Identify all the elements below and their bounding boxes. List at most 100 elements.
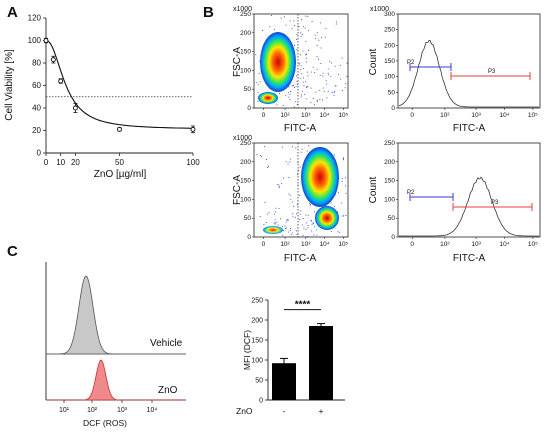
dot-plot-1-event — [330, 75, 332, 77]
histogram-1-x-tick-label: 10² — [440, 112, 450, 119]
histogram-2-x-tick-label: 10² — [440, 241, 450, 248]
overlay-x-label: DCF (ROS) — [83, 418, 127, 428]
dot-plot-2-event — [342, 158, 344, 160]
histogram-1-x-tick-label: 0 — [410, 112, 414, 119]
dot-plot-2-event — [274, 222, 276, 224]
dot-plot-1-event — [305, 57, 307, 59]
dot-plot-1-event — [331, 92, 333, 93]
dot-plot-2-debris-population — [263, 226, 283, 234]
dot-plot-2-event — [288, 193, 290, 195]
overlay-x-tick-label: 10⁴ — [147, 407, 158, 414]
dot-plot-1-y-ticks: 0 50 100 150 200 250 — [240, 11, 254, 112]
dot-plot-1-event — [333, 94, 335, 96]
dot-plot-1-event — [315, 91, 317, 93]
dot-plot-1-event — [296, 75, 297, 77]
dot-plot-2-event — [288, 177, 290, 178]
dot-plot-1-y-tick-label: 200 — [240, 30, 251, 37]
panel-a-data-point — [50, 57, 56, 63]
dot-plot-2-event — [306, 236, 308, 237]
dot-plot-1-event — [257, 92, 259, 94]
panel-a-data-point — [190, 126, 196, 132]
dot-plot-1-event — [300, 32, 302, 34]
dot-plot-1-x-tick-label: 10⁴ — [319, 112, 329, 119]
dot-plot-2-event — [264, 146, 265, 148]
histogram-vehicle: x1000 P2 P3 0 50 100 150 200 250 300 0 10² 10³ 10… — [368, 6, 541, 134]
panel-a-data-points — [43, 37, 196, 134]
dot-plot-2-event — [261, 156, 262, 158]
histogram-1-y-label: Count — [368, 48, 379, 75]
dot-plot-1-event — [307, 16, 309, 17]
dot-plot-2-event — [312, 222, 314, 224]
zno-label: ZnO — [158, 385, 178, 396]
dot-plot-1-event — [324, 36, 326, 38]
dot-plot-1-event — [302, 50, 304, 52]
dot-plot-2-event — [309, 202, 310, 204]
dot-plot-1-event — [288, 92, 290, 94]
dot-plot-1-event — [305, 40, 307, 42]
dot-plot-1-event — [300, 77, 302, 79]
dot-plot-2-event — [314, 226, 316, 228]
dot-plot-1-y-tick-label: 50 — [244, 86, 252, 93]
dot-plot-2-event — [300, 210, 302, 212]
dot-plot-2-y-tick-label: 250 — [240, 140, 251, 147]
dot-plot-1-event — [295, 85, 297, 87]
histogram-2-y-tick-label: 50 — [388, 215, 396, 222]
overlay-x-ticks: 10¹ 10² 10³ 10⁴ — [59, 400, 157, 414]
dot-plot-1-event — [257, 100, 259, 102]
dot-plot-1-event — [314, 38, 316, 40]
dot-plot-1-event — [327, 72, 329, 74]
dot-plot-2-event — [316, 234, 318, 236]
dot-plot-1-event — [329, 60, 331, 62]
dot-plot-1-event — [310, 87, 312, 89]
dot-plot-2-event — [278, 186, 280, 188]
dot-plot-2-event — [330, 202, 332, 204]
dot-plot-2-event — [299, 213, 301, 215]
dot-plot-2-event — [297, 162, 299, 163]
histogram-1-gate-p3-label: P3 — [488, 69, 496, 75]
dot-plot-2-event — [281, 234, 283, 236]
dot-plot-1-x-tick-label: 10⁵ — [338, 112, 348, 119]
dot-plot-1-event — [296, 81, 298, 82]
dot-plot-1-event — [344, 87, 346, 89]
panel-a-x-tick-label: 50 — [115, 158, 124, 167]
dot-plot-1-event — [316, 45, 318, 46]
dot-plot-2-event — [306, 222, 308, 224]
dot-plot-2-event — [278, 184, 280, 186]
dot-plot-2-event — [301, 224, 303, 226]
histogram-2-x-tick-label: 10⁵ — [528, 241, 538, 248]
dot-plot-1-event — [293, 106, 295, 108]
dot-plot-1-event — [319, 74, 321, 76]
dot-plot-1-event — [262, 30, 264, 31]
dot-plot-1-event — [258, 84, 260, 86]
bar-y-tick-label: 200 — [251, 318, 263, 325]
dot-plot-1-x-tick-label: 10³ — [301, 112, 311, 119]
panel-a-y-tick-label: 0 — [37, 149, 42, 158]
dot-plot-1-event — [314, 72, 316, 73]
histogram-2-x-tick-label: 0 — [410, 241, 414, 248]
dot-plot-1-event — [270, 15, 272, 16]
bar-y-tick-label: 50 — [255, 378, 263, 385]
dot-plot-1-event — [259, 81, 261, 83]
panel-letter-c: C — [7, 243, 18, 260]
dot-plot-2-event — [297, 184, 299, 186]
dot-plot-2-event — [330, 231, 332, 232]
bar-x-prefix: ZnO — [236, 406, 253, 416]
dot-plot-1-event — [269, 26, 271, 28]
dot-plot-1-y-label: FSC-A — [232, 47, 243, 77]
dot-plot-2-event — [341, 202, 342, 204]
panel-a-y-tick-label: 20 — [32, 126, 41, 135]
dot-plot-2-event — [334, 206, 335, 208]
dot-plot-2-y-tick-label: 200 — [240, 159, 251, 166]
dot-plot-1-event — [325, 80, 327, 82]
histogram-1-y-tick-label: 150 — [384, 58, 395, 65]
panel-a-x-tick-label: 20 — [71, 158, 80, 167]
dot-plot-1-event — [300, 35, 302, 37]
dot-plot-2-y-label: FSC-A — [232, 175, 243, 205]
dot-plot-2-event — [281, 146, 283, 148]
dot-plot-2-event — [285, 221, 287, 223]
dot-plot-1-event — [298, 25, 300, 27]
panel-a-x-ticks: 0 10 20 50 100 — [44, 153, 200, 167]
dot-plot-2-event — [278, 186, 280, 188]
dot-plot-2-event — [276, 184, 278, 186]
dot-plot-2-event — [299, 195, 300, 197]
